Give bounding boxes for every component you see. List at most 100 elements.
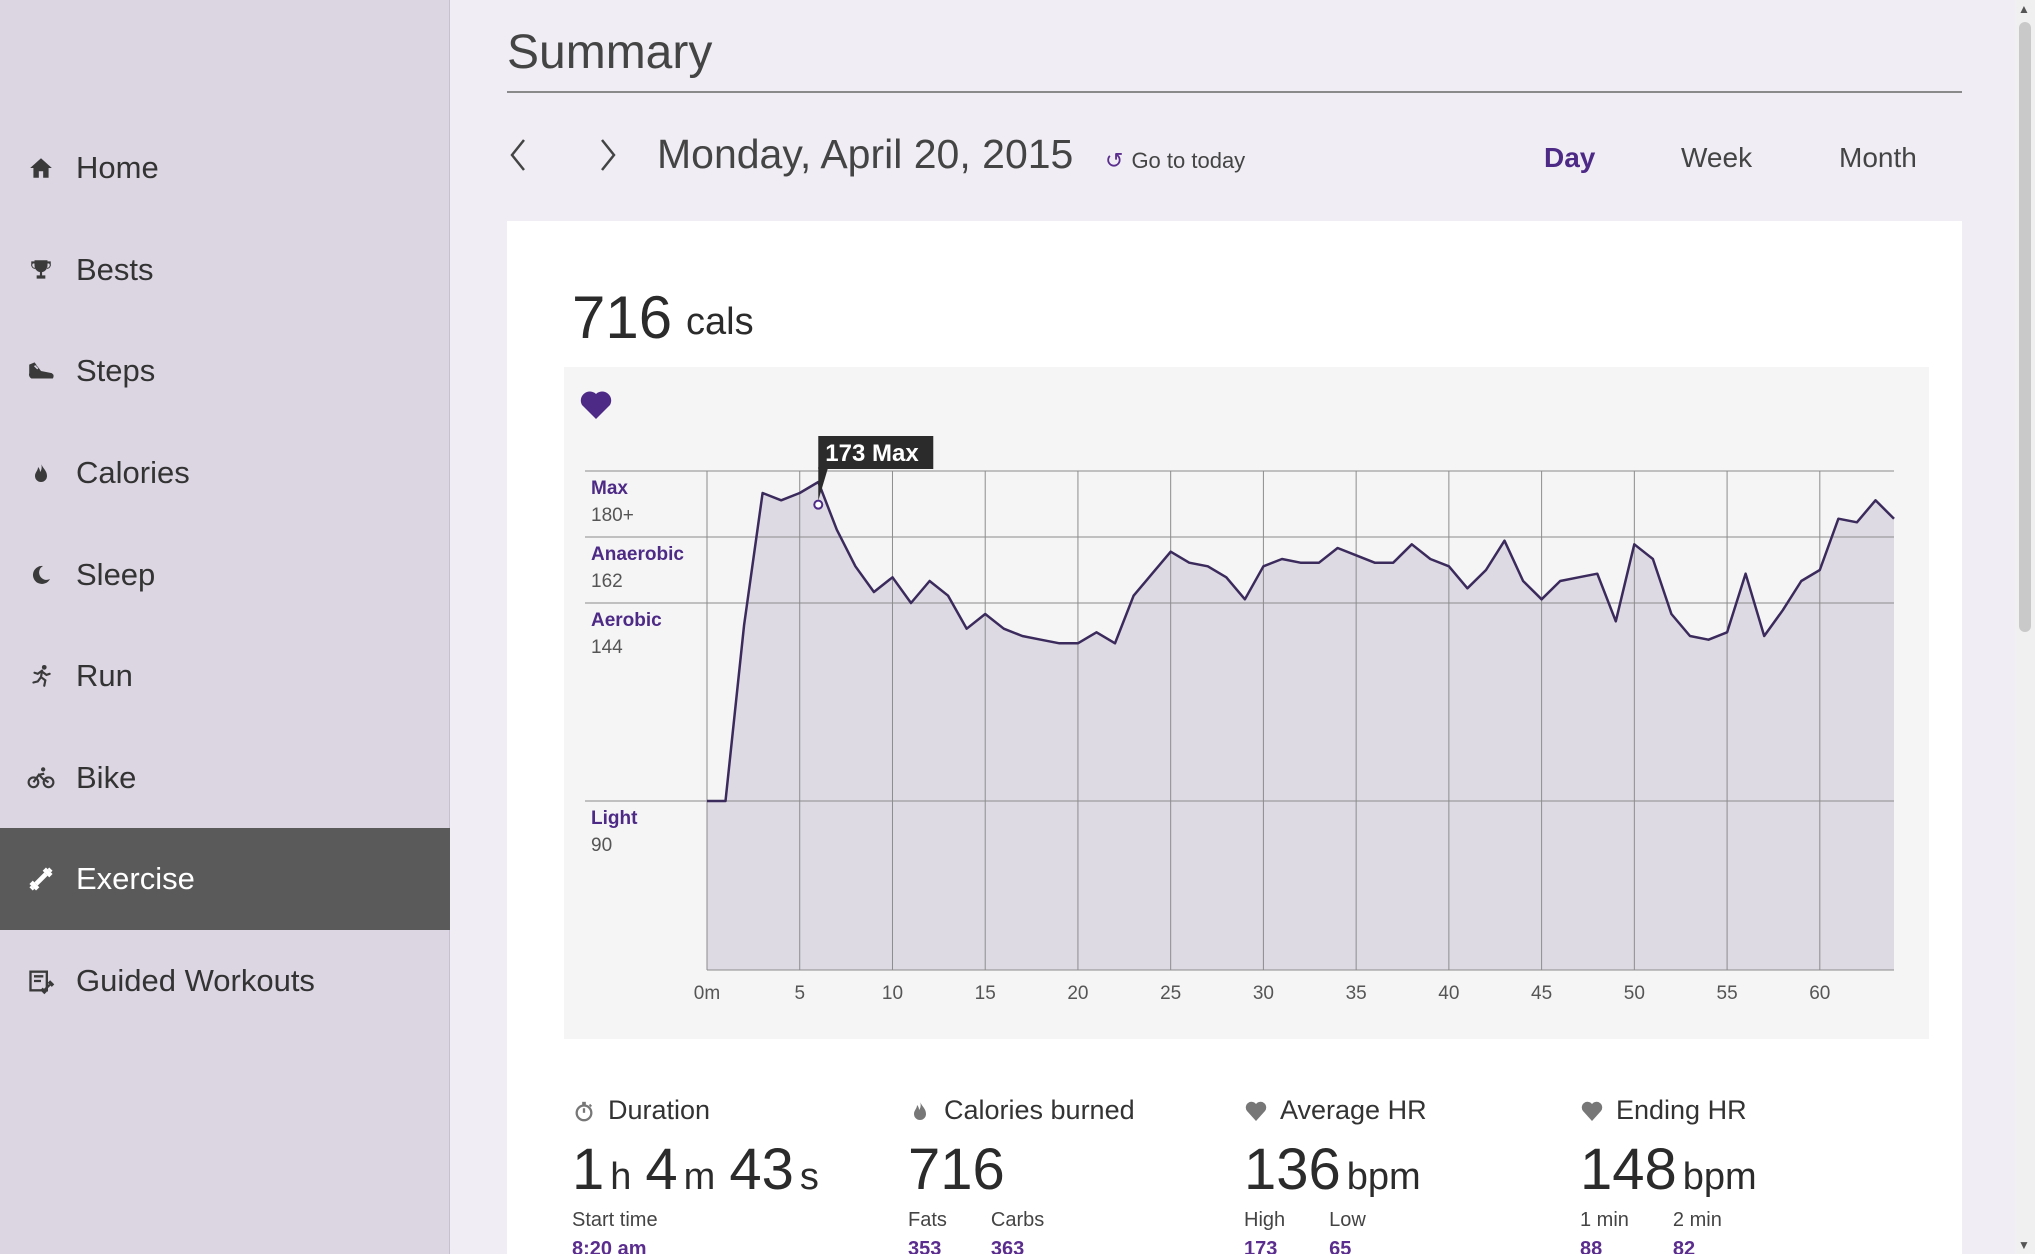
stat-value-number: 1: [572, 1137, 605, 1202]
go-to-today-button[interactable]: ↺ Go to today: [1105, 148, 1245, 174]
chevron-left-icon: [510, 139, 525, 171]
stat-detail-label: Low: [1329, 1209, 1366, 1231]
max-marker: [813, 499, 824, 510]
heart-rate-chart-svg: 0m 5 10 15 20 25 30 35 40 45 50 55 60 Max 180+ Anaerobi…: [580, 391, 1895, 1004]
stat-label: Duration: [608, 1095, 711, 1125]
stat-detail-label: Fats: [908, 1209, 947, 1231]
x-tick-label: 10: [882, 983, 903, 1004]
stat-details: Fats 353 Carbs 363: [908, 1209, 1238, 1254]
stat-detail-value: 363: [990, 1238, 1025, 1254]
stat-detail: Carbs 363: [991, 1209, 1044, 1254]
stat-calories-burned: Calories burned 716 Fats 353 Carbs 363: [908, 1095, 1238, 1254]
sidebar-item-label: Steps: [76, 353, 156, 388]
stat-value-unit: s: [799, 1156, 819, 1198]
sidebar-item-home[interactable]: Home: [0, 117, 450, 219]
zone-label-aerobic: Aerobic: [591, 610, 662, 631]
sidebar-item-label: Guided Workouts: [76, 963, 315, 998]
stat-detail: Fats 353: [908, 1209, 947, 1254]
stat-ending-hr: Ending HR 148 bpm 1 min 88 2 min 82: [1580, 1095, 1910, 1254]
zone-value-light: 90: [591, 835, 612, 856]
sidebar-item-sleep[interactable]: Sleep: [0, 524, 450, 626]
stat-detail: 2 min 82: [1673, 1209, 1722, 1254]
stat-detail-value: 65: [1329, 1238, 1352, 1254]
sidebar-item-label: Bike: [76, 760, 137, 795]
trophy-icon: [26, 255, 56, 285]
sidebar-item-run[interactable]: Run: [0, 625, 450, 727]
x-tick-label: 60: [1809, 983, 1830, 1004]
sidebar-item-label: Home: [76, 150, 159, 185]
x-tick-label: 20: [1067, 983, 1088, 1004]
sidebar-item-steps[interactable]: Steps: [0, 320, 450, 422]
sidebar-item-bike[interactable]: Bike: [0, 727, 450, 829]
tab-month[interactable]: Month: [1839, 142, 1917, 173]
page-title: Summary: [507, 26, 713, 79]
sidebar-item-label: Calories: [76, 455, 190, 490]
stat-label: Calories burned: [944, 1095, 1135, 1125]
stat-detail-label: 1 min: [1580, 1209, 1629, 1231]
vertical-scrollbar[interactable]: ▲ ▼: [2015, 0, 2035, 1254]
stat-value-unit: h: [610, 1156, 632, 1198]
tab-week[interactable]: Week: [1681, 142, 1753, 173]
stat-value: 148 bpm: [1580, 1136, 1910, 1203]
x-tick-label: 45: [1531, 983, 1552, 1004]
sidebar-item-label: Bests: [76, 252, 154, 287]
stat-header: Duration: [572, 1095, 902, 1126]
stat-detail-label: 2 min: [1672, 1209, 1722, 1231]
sidebar-item-guided-workouts[interactable]: Guided Workouts: [0, 930, 450, 1032]
next-day-button[interactable]: [588, 130, 628, 180]
stat-detail-label: Start time: [572, 1209, 658, 1231]
x-tick-label: 35: [1346, 983, 1367, 1004]
main-content: Summary Monday, April 20, 2015 ↺ Go to t…: [450, 0, 2015, 1254]
stat-header: Calories burned: [908, 1095, 1238, 1126]
flame-icon: [26, 458, 56, 488]
stat-detail: 1 min 88: [1580, 1209, 1629, 1254]
x-tick-label: 50: [1624, 983, 1645, 1004]
heart-icon: [1580, 1099, 1604, 1123]
scroll-thumb[interactable]: [2019, 22, 2031, 632]
stat-detail-value: 88: [1580, 1238, 1603, 1254]
stat-value: 136 bpm: [1244, 1136, 1574, 1203]
zone-value-aerobic: 144: [591, 637, 623, 658]
heart-rate-area: [707, 482, 1894, 970]
previous-day-button[interactable]: [498, 130, 538, 180]
stat-value: 716: [908, 1136, 1238, 1203]
scroll-down-icon[interactable]: ▼: [2018, 1238, 2030, 1252]
sidebar-item-label: Exercise: [76, 861, 195, 896]
max-callout-pointer: [818, 467, 829, 501]
zone-label-light: Light: [591, 808, 638, 829]
zone-value-max: 180+: [591, 505, 634, 526]
stat-average-hr: Average HR 136 bpm High 173 Low 65: [1244, 1095, 1574, 1254]
stat-details: High 173 Low 65: [1244, 1209, 1574, 1254]
max-callout-box: [818, 436, 934, 469]
undo-arrow-icon: ↺: [1105, 148, 1124, 173]
stat-detail-value: 173: [1244, 1238, 1278, 1254]
shoe-icon: [26, 356, 56, 386]
bike-icon: [26, 763, 56, 793]
zone-value-anaerobic: 162: [591, 571, 623, 592]
stat-header: Average HR: [1244, 1095, 1574, 1126]
stat-value-number: 148: [1580, 1137, 1677, 1202]
sidebar-item-bests[interactable]: Bests: [0, 219, 450, 321]
stat-value: 1 h 4 m 43 s: [572, 1136, 902, 1203]
chevron-right-icon: [601, 139, 616, 171]
current-date: Monday, April 20, 2015: [657, 131, 1074, 177]
zone-label-anaerobic: Anaerobic: [591, 544, 684, 565]
sidebar-item-calories[interactable]: Calories: [0, 422, 450, 524]
sidebar-item-exercise[interactable]: Exercise: [0, 828, 450, 930]
exercise-summary-card: 716 cals 0m 5 10 15 20 25 30 35 40 45 50 55 60 Max 180…: [507, 221, 1962, 1254]
x-tick-label: 0m: [694, 983, 720, 1004]
heart-icon: [580, 391, 612, 419]
stat-detail: High 173: [1244, 1209, 1285, 1254]
tab-day[interactable]: Day: [1544, 142, 1596, 173]
calories-total: 716: [572, 284, 673, 351]
stat-detail-label: High: [1244, 1209, 1286, 1231]
stat-value-unit: bpm: [1682, 1156, 1757, 1198]
stat-detail: Start time 8:20 am: [572, 1209, 658, 1254]
sidebar-item-label: Sleep: [76, 557, 156, 592]
stat-value-unit: bpm: [1346, 1156, 1421, 1198]
flame-icon: [908, 1099, 932, 1123]
stat-detail: Low 65: [1329, 1209, 1366, 1254]
stat-value-number: 43: [729, 1137, 794, 1202]
scroll-up-icon[interactable]: ▲: [2018, 2, 2030, 16]
x-tick-label: 55: [1717, 983, 1738, 1004]
